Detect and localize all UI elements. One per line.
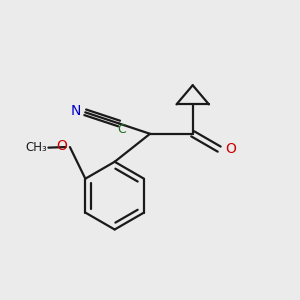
- Text: C: C: [117, 124, 126, 136]
- Text: O: O: [57, 140, 68, 154]
- Text: CH₃: CH₃: [25, 141, 47, 154]
- Text: N: N: [70, 104, 81, 118]
- Text: O: O: [226, 142, 236, 155]
